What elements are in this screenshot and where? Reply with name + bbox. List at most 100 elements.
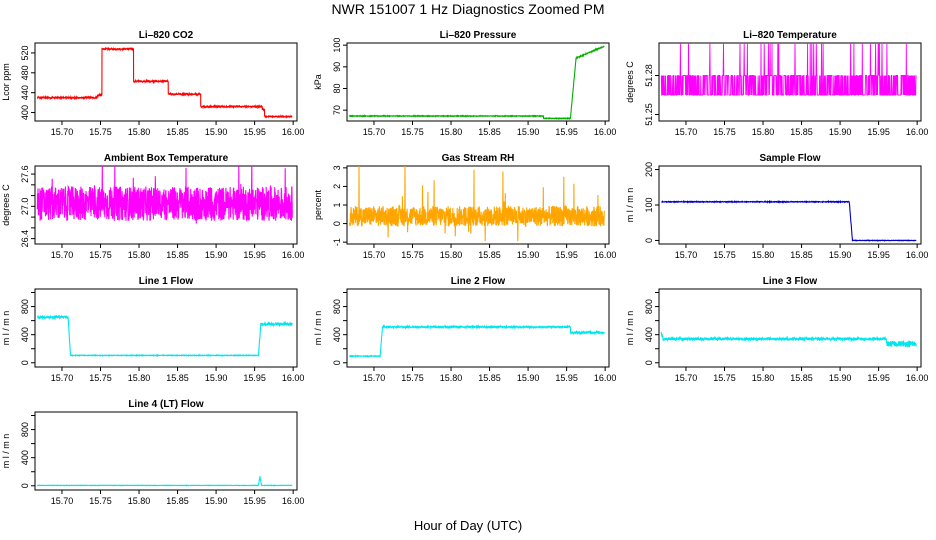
y-tick-label: 800 bbox=[644, 299, 654, 314]
y-axis-label: m l / m n bbox=[625, 311, 635, 346]
x-tick-label: 16.00 bbox=[906, 127, 929, 137]
x-tick-label: 15.70 bbox=[51, 250, 74, 260]
x-tick-label: 15.75 bbox=[89, 127, 112, 137]
series-line-rh bbox=[348, 166, 605, 242]
x-tick-label: 15.85 bbox=[790, 373, 813, 383]
y-tick-label: 26.4 bbox=[20, 230, 30, 248]
x-tick-label: 15.95 bbox=[867, 250, 890, 260]
x-tick-label: 15.80 bbox=[752, 373, 775, 383]
x-tick-label: 15.95 bbox=[555, 250, 578, 260]
panel-box-temp: Ambient Box Temperature degrees C 26.4 27.0… bbox=[1, 153, 304, 260]
y-tick-label: 3 bbox=[332, 165, 342, 170]
x-tick-label: 15.85 bbox=[790, 127, 813, 137]
y-tick-label: 800 bbox=[20, 299, 30, 314]
plot-frame bbox=[34, 288, 298, 368]
plot-frame bbox=[658, 288, 922, 368]
x-tick-label: 15.70 bbox=[51, 373, 74, 383]
x-tick-label: 15.85 bbox=[790, 250, 813, 260]
x-tick-label: 15.90 bbox=[829, 373, 852, 383]
y-axis-label: m l / m n bbox=[1, 434, 11, 469]
x-tick-label: 15.80 bbox=[752, 127, 775, 137]
x-tick-label: 15.95 bbox=[555, 373, 578, 383]
x-tick-label: 16.00 bbox=[594, 250, 617, 260]
plot-frame bbox=[346, 42, 610, 122]
series-line-line3-flow bbox=[660, 332, 917, 348]
y-tick-label: 800 bbox=[332, 299, 342, 314]
x-tick-label: 15.70 bbox=[675, 127, 698, 137]
y-axis-label: degrees C bbox=[1, 184, 11, 226]
x-tick-label: 15.75 bbox=[401, 250, 424, 260]
y-tick-label: 27.6 bbox=[20, 165, 30, 183]
x-tick-label: 16.00 bbox=[594, 127, 617, 137]
plot-frame bbox=[658, 165, 922, 245]
panel-title: Line 4 (LT) Flow bbox=[128, 399, 204, 410]
x-tick-label: 15.75 bbox=[89, 250, 112, 260]
y-tick-label: 100 bbox=[332, 38, 342, 53]
x-tick-label: 15.85 bbox=[166, 496, 189, 506]
series-line-sample-flow bbox=[661, 199, 917, 242]
x-tick-label: 16.00 bbox=[906, 373, 929, 383]
x-tick-label: 15.80 bbox=[128, 373, 151, 383]
series-line-co2 bbox=[36, 46, 293, 119]
y-tick-label: 2 bbox=[332, 184, 342, 189]
panel-title: Ambient Box Temperature bbox=[104, 153, 229, 164]
y-tick-label: 0 bbox=[332, 360, 342, 365]
y-tick-label: 80 bbox=[332, 83, 342, 93]
x-tick-label: 15.75 bbox=[401, 127, 424, 137]
panel-title: Line 1 Flow bbox=[139, 276, 194, 287]
x-tick-label: 15.70 bbox=[51, 496, 74, 506]
x-tick-label: 15.75 bbox=[713, 373, 736, 383]
y-tick-label: 100 bbox=[644, 197, 654, 212]
x-tick-label: 15.75 bbox=[713, 250, 736, 260]
x-tick-label: 15.90 bbox=[829, 250, 852, 260]
y-axis-label: kPa bbox=[313, 74, 323, 90]
y-tick-label: 70 bbox=[332, 105, 342, 115]
x-tick-label: 15.70 bbox=[675, 373, 698, 383]
y-axis-label: degrees C bbox=[625, 61, 635, 103]
x-tick-label: 15.95 bbox=[555, 127, 578, 137]
plot-frame bbox=[346, 165, 610, 245]
series-line-line4-flow bbox=[36, 476, 293, 487]
x-tick-label: 16.00 bbox=[282, 373, 305, 383]
series-line-box-temp bbox=[36, 166, 293, 224]
x-tick-label: 15.85 bbox=[478, 127, 501, 137]
x-tick-label: 15.95 bbox=[243, 373, 266, 383]
x-tick-label: 15.80 bbox=[128, 496, 151, 506]
x-tick-label: 15.90 bbox=[517, 250, 540, 260]
x-tick-label: 15.75 bbox=[89, 373, 112, 383]
plot-frame bbox=[34, 42, 298, 122]
y-tick-label: 0 bbox=[644, 238, 654, 243]
x-tick-label: 15.95 bbox=[867, 373, 890, 383]
x-tick-label: 16.00 bbox=[282, 250, 305, 260]
panel-pressure: Li–820 Pressure kPa 70 80 90 100 15.70 15.75 15.… bbox=[313, 30, 616, 137]
x-axis-title: Hour of Day (UTC) bbox=[413, 518, 523, 533]
x-tick-label: 15.70 bbox=[675, 250, 698, 260]
x-tick-label: 15.70 bbox=[51, 127, 74, 137]
y-axis-label: m l / m n bbox=[1, 311, 11, 346]
x-tick-label: 16.00 bbox=[282, 127, 305, 137]
x-tick-label: 15.90 bbox=[205, 250, 228, 260]
panel-temperature: Li–820 Temperature degrees C 51.25 51.28 15.… bbox=[625, 30, 928, 137]
x-tick-label: 15.90 bbox=[517, 373, 540, 383]
x-tick-label: 15.70 bbox=[363, 127, 386, 137]
panel-sample-flow: Sample Flow m l / m n 0 100 200 15.70 15.75 15.… bbox=[625, 153, 928, 260]
x-tick-label: 15.80 bbox=[440, 127, 463, 137]
x-tick-label: 15.70 bbox=[363, 373, 386, 383]
x-tick-label: 16.00 bbox=[282, 496, 305, 506]
main-title: NWR 151007 1 Hz Diagnostics Zoomed PM bbox=[331, 1, 605, 17]
y-tick-label: 51.28 bbox=[644, 64, 654, 87]
panel-title: Line 3 Flow bbox=[763, 276, 818, 287]
y-tick-label: 0 bbox=[332, 221, 342, 226]
y-tick-label: -1 bbox=[332, 238, 342, 246]
panel-title: Li–820 Temperature bbox=[743, 30, 837, 41]
y-tick-label: 51.25 bbox=[644, 103, 654, 126]
series-line-line1-flow bbox=[36, 314, 293, 358]
series-line-pressure bbox=[348, 45, 605, 121]
panel-title: Li–820 Pressure bbox=[440, 30, 517, 41]
x-tick-label: 15.70 bbox=[363, 250, 386, 260]
x-tick-label: 15.75 bbox=[401, 373, 424, 383]
series-line-temperature bbox=[660, 43, 917, 96]
y-tick-label: 0 bbox=[20, 360, 30, 365]
x-tick-label: 15.95 bbox=[243, 250, 266, 260]
